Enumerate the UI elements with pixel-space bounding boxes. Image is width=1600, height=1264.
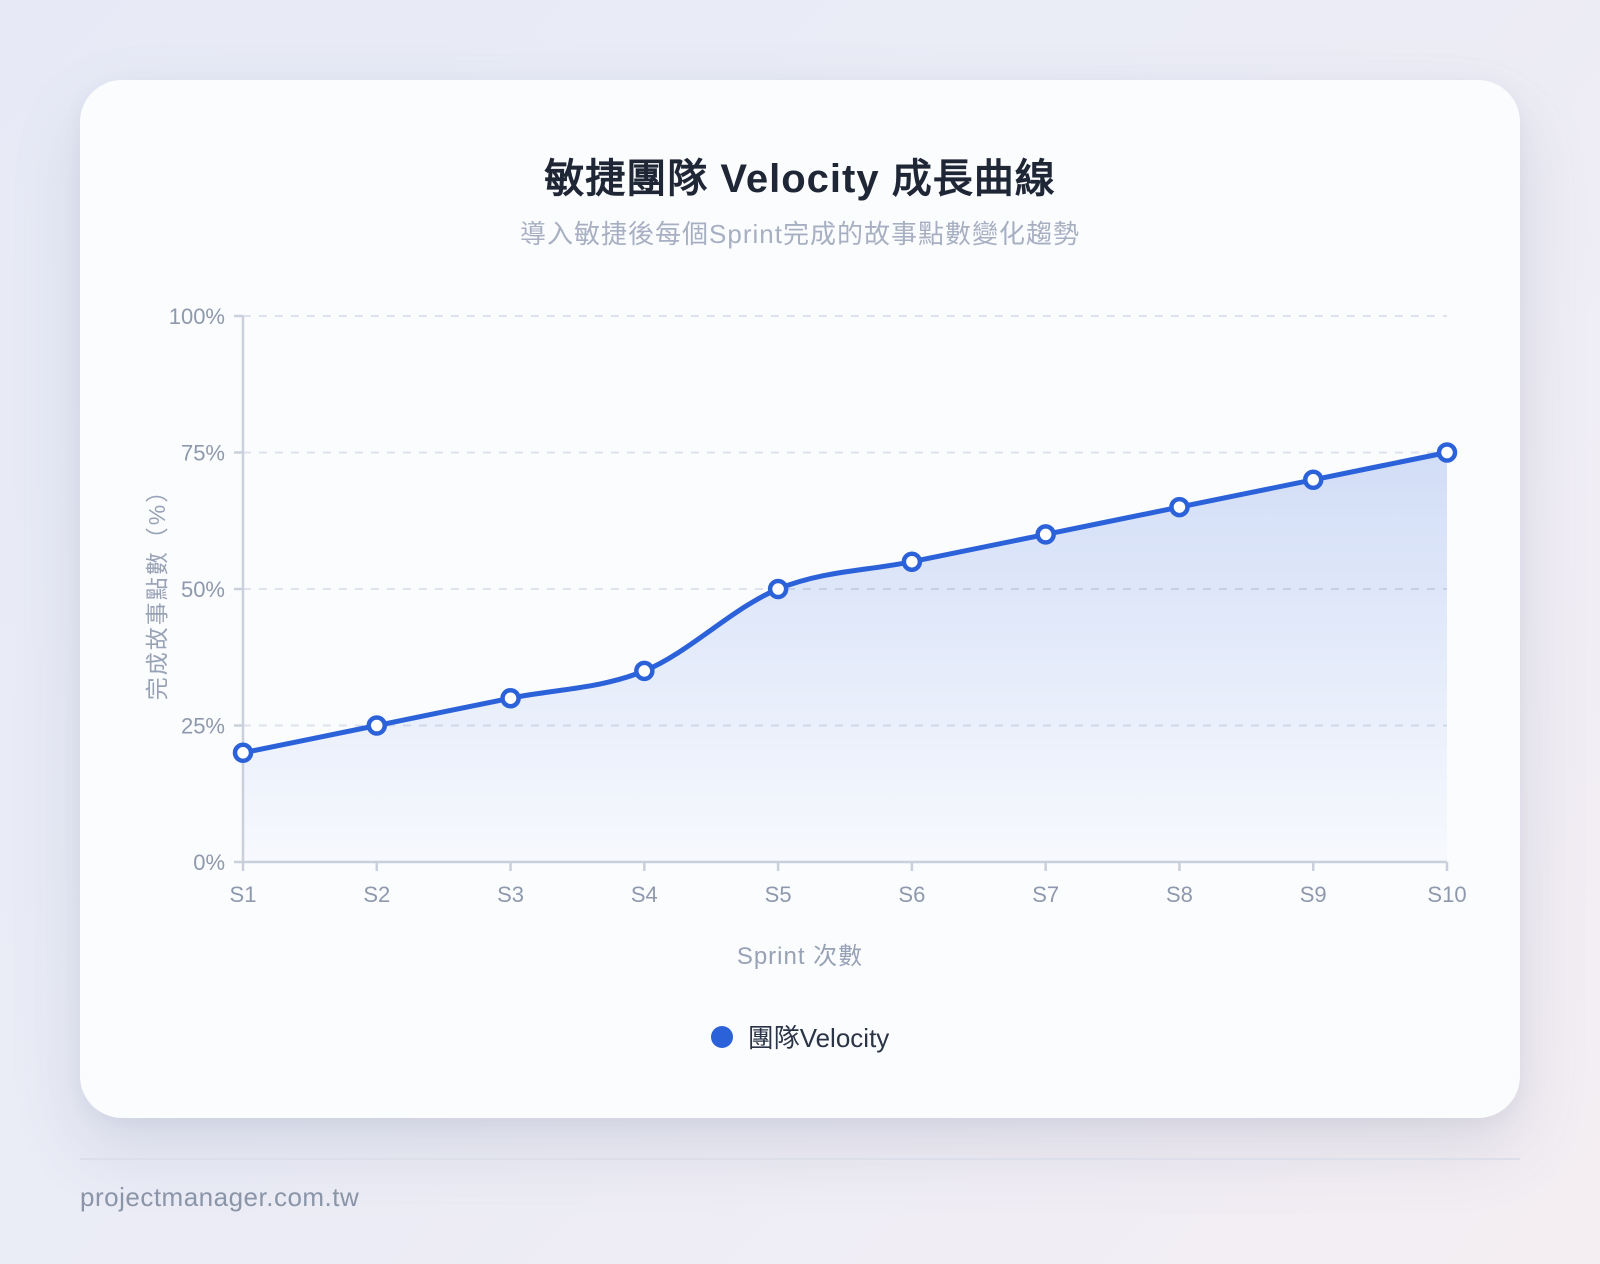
data-point-marker <box>1436 442 1458 463</box>
y-axis-title: 完成故事點數（%） <box>144 477 170 701</box>
y-tick-label: 100% <box>169 304 225 329</box>
x-tick-label: S8 <box>1166 882 1193 907</box>
y-tick-label: 50% <box>181 577 225 602</box>
data-point-marker <box>500 687 521 709</box>
area-fill <box>243 452 1447 862</box>
x-tick-labels: S1 S2 S3 S4 S5 S6 S7 S8 S9 S10 <box>230 882 1467 907</box>
data-point-marker <box>366 715 388 736</box>
x-tick-label: S9 <box>1300 882 1327 907</box>
x-tick-label: S2 <box>363 882 390 907</box>
x-tick-label: S5 <box>765 882 792 907</box>
data-point-marker <box>1302 469 1324 491</box>
data-point-marker <box>767 578 789 600</box>
data-point-marker <box>901 551 923 572</box>
y-tick-label: 75% <box>181 441 225 466</box>
velocity-chart-svg: S1 S2 S3 S4 S5 S6 S7 S8 S9 S10 0% 25% 50% 75% 100% <box>169 304 1467 907</box>
chart-title: 敏捷團隊 Velocity 成長曲線 <box>544 157 1056 201</box>
x-tick-label: S3 <box>497 882 524 907</box>
data-points <box>232 442 1458 764</box>
data-point-marker <box>1169 496 1190 518</box>
axes <box>234 314 1449 871</box>
data-point-marker <box>634 660 655 682</box>
y-tick-label: 25% <box>181 714 225 739</box>
data-point-marker <box>232 742 254 764</box>
y-tick-label: 0% <box>193 850 225 875</box>
x-tick-label: S6 <box>898 882 925 907</box>
legend: 團隊Velocity <box>80 1018 1520 1055</box>
chart-card: 敏捷團隊 Velocity 成長曲線 導入敏捷後每個Sprint完成的故事點數變… <box>80 80 1520 1118</box>
legend-label: 團隊Velocity <box>747 1023 890 1053</box>
chart-subtitle: 導入敏捷後每個Sprint完成的故事點數變化趨勢 <box>520 219 1080 249</box>
x-tick-label: S1 <box>230 882 257 907</box>
footer-divider <box>80 1158 1520 1160</box>
x-axis-title: Sprint 次數 <box>736 943 864 970</box>
legend-dot-icon <box>710 1025 733 1048</box>
x-tick-label: S4 <box>631 882 658 907</box>
y-tick-labels: 0% 25% 50% 75% 100% <box>169 304 225 875</box>
velocity-line <box>240 450 1450 756</box>
data-point-marker <box>1035 524 1056 545</box>
footer-site-text: projectmanager.com.tw <box>80 1182 360 1212</box>
x-tick-label: S10 <box>1427 882 1466 907</box>
x-tick-label: S7 <box>1032 882 1059 907</box>
